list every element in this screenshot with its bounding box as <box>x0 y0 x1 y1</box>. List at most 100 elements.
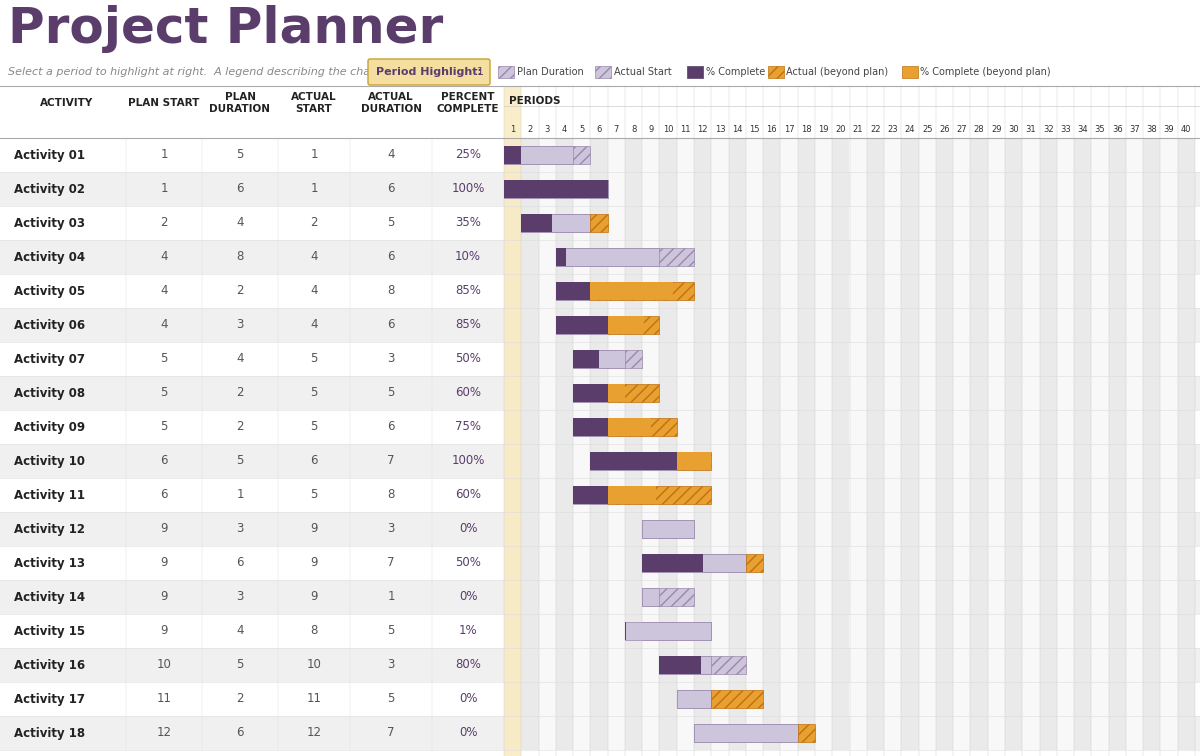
Text: 9: 9 <box>311 590 318 603</box>
Text: 35%: 35% <box>455 216 481 230</box>
Bar <box>574 350 625 368</box>
Bar <box>1160 138 1177 750</box>
Text: 5: 5 <box>161 352 168 365</box>
Text: 37: 37 <box>1129 125 1140 134</box>
Text: Activity 05: Activity 05 <box>14 284 85 298</box>
Text: 2: 2 <box>236 420 244 433</box>
Bar <box>1109 138 1126 750</box>
Text: 36: 36 <box>1112 125 1123 134</box>
Text: 8: 8 <box>631 125 636 134</box>
Text: 4: 4 <box>161 318 168 331</box>
Text: 2: 2 <box>236 284 244 298</box>
Text: % Complete: % Complete <box>706 67 764 77</box>
Text: 9: 9 <box>161 522 168 535</box>
Bar <box>1074 138 1091 750</box>
Text: 1: 1 <box>161 148 168 162</box>
Text: 4: 4 <box>161 250 168 264</box>
Bar <box>590 486 607 503</box>
Text: Actual Start: Actual Start <box>614 67 672 77</box>
Text: 5: 5 <box>236 454 244 467</box>
Text: 2: 2 <box>236 692 244 705</box>
Bar <box>660 138 677 750</box>
Text: 22: 22 <box>870 125 881 134</box>
Text: 4: 4 <box>311 250 318 264</box>
Text: 16: 16 <box>767 125 778 134</box>
Bar <box>694 724 798 742</box>
Text: 5: 5 <box>236 658 244 671</box>
Bar <box>0 138 1200 172</box>
Text: 4: 4 <box>311 284 318 298</box>
Bar <box>607 418 650 436</box>
Bar <box>1004 138 1022 750</box>
Bar <box>0 410 1200 444</box>
Text: 5: 5 <box>236 148 244 162</box>
Bar <box>0 376 1200 410</box>
Text: Activity 14: Activity 14 <box>14 590 85 603</box>
Text: 2: 2 <box>527 125 533 134</box>
Bar <box>677 452 712 469</box>
Text: Activity 06: Activity 06 <box>14 318 85 331</box>
Text: PERCENT
COMPLETE: PERCENT COMPLETE <box>437 92 499 114</box>
Bar <box>642 520 694 538</box>
Text: PERIODS: PERIODS <box>509 96 560 106</box>
Bar <box>574 350 599 368</box>
Text: 5: 5 <box>311 386 318 399</box>
Text: ACTUAL
DURATION: ACTUAL DURATION <box>360 92 421 114</box>
Bar <box>556 316 607 334</box>
Text: 5: 5 <box>311 420 318 433</box>
Text: 9: 9 <box>311 556 318 569</box>
Bar <box>677 452 712 469</box>
Text: 2: 2 <box>311 216 318 230</box>
Bar <box>607 418 677 436</box>
Text: 5: 5 <box>388 216 395 230</box>
Bar <box>988 138 1004 750</box>
Text: 12: 12 <box>306 727 322 739</box>
Text: 11: 11 <box>306 692 322 705</box>
Bar <box>595 66 611 78</box>
Text: 29: 29 <box>991 125 1002 134</box>
Text: 3: 3 <box>236 318 244 331</box>
Bar <box>574 350 642 368</box>
Bar <box>556 138 574 750</box>
Bar <box>686 66 702 78</box>
Bar <box>901 66 918 78</box>
Bar <box>504 146 521 164</box>
Text: 5: 5 <box>580 125 584 134</box>
Text: 8: 8 <box>388 488 395 501</box>
Bar <box>556 248 694 266</box>
Bar <box>642 554 703 572</box>
Text: 1: 1 <box>311 148 318 162</box>
Text: 2: 2 <box>161 216 168 230</box>
Bar <box>833 138 850 750</box>
Text: 6: 6 <box>596 125 601 134</box>
Bar <box>574 418 607 436</box>
Text: 0%: 0% <box>458 692 478 705</box>
Bar <box>574 486 607 503</box>
Text: 3: 3 <box>388 352 395 365</box>
Bar <box>953 138 971 750</box>
Text: 28: 28 <box>973 125 984 134</box>
Text: 11: 11 <box>680 125 691 134</box>
Bar <box>866 138 884 750</box>
Bar <box>1022 138 1039 750</box>
Text: 9: 9 <box>161 590 168 603</box>
Bar <box>625 138 642 750</box>
Bar <box>556 316 607 334</box>
Text: 0%: 0% <box>458 522 478 535</box>
Text: 3: 3 <box>388 522 395 535</box>
Text: 32: 32 <box>1043 125 1054 134</box>
Bar <box>590 214 607 232</box>
Text: % Complete (beyond plan): % Complete (beyond plan) <box>920 67 1051 77</box>
Bar <box>660 656 712 674</box>
Bar <box>660 656 746 674</box>
Bar <box>574 418 607 436</box>
Text: 1: 1 <box>476 67 484 77</box>
Bar <box>642 588 660 606</box>
Text: 5: 5 <box>311 488 318 501</box>
Text: PLAN
DURATION: PLAN DURATION <box>210 92 270 114</box>
Text: 4: 4 <box>562 125 568 134</box>
Bar <box>0 648 1200 682</box>
Text: Activity 04: Activity 04 <box>14 250 85 264</box>
Text: 7: 7 <box>388 727 395 739</box>
Text: 1: 1 <box>161 182 168 196</box>
